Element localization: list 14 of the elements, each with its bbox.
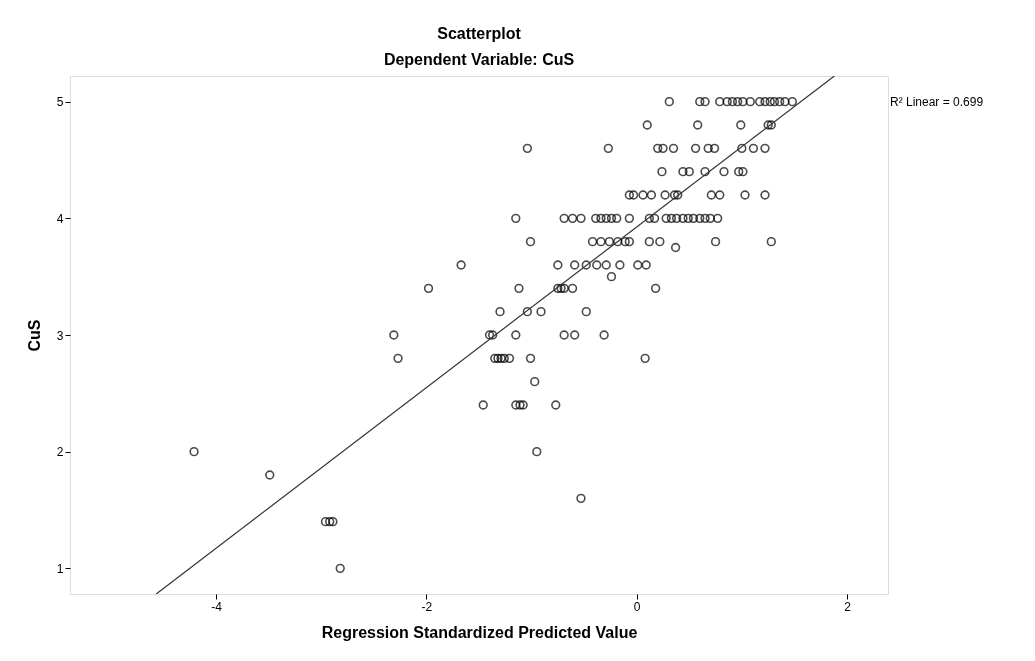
x-tick-label: -2 — [421, 599, 433, 614]
chart-title: Scatterplot — [437, 25, 522, 42]
y-tick-label: 5 — [56, 95, 64, 110]
y-axis-title: CuS — [25, 319, 43, 352]
y-tick-label: 4 — [56, 211, 64, 226]
y-tick-label: 1 — [56, 561, 64, 576]
x-tick-label: -4 — [211, 599, 223, 614]
chart-subtitle: Dependent Variable: CuS — [383, 51, 575, 68]
x-tick-label: 2 — [844, 599, 852, 614]
x-axis-title: Regression Standardized Predicted Value — [321, 623, 638, 641]
y-tick-label: 3 — [56, 328, 64, 343]
x-tick-label: 0 — [633, 599, 641, 614]
y-tick-label: 2 — [56, 445, 64, 460]
text: R² Linear = 0.699 — [890, 95, 984, 109]
